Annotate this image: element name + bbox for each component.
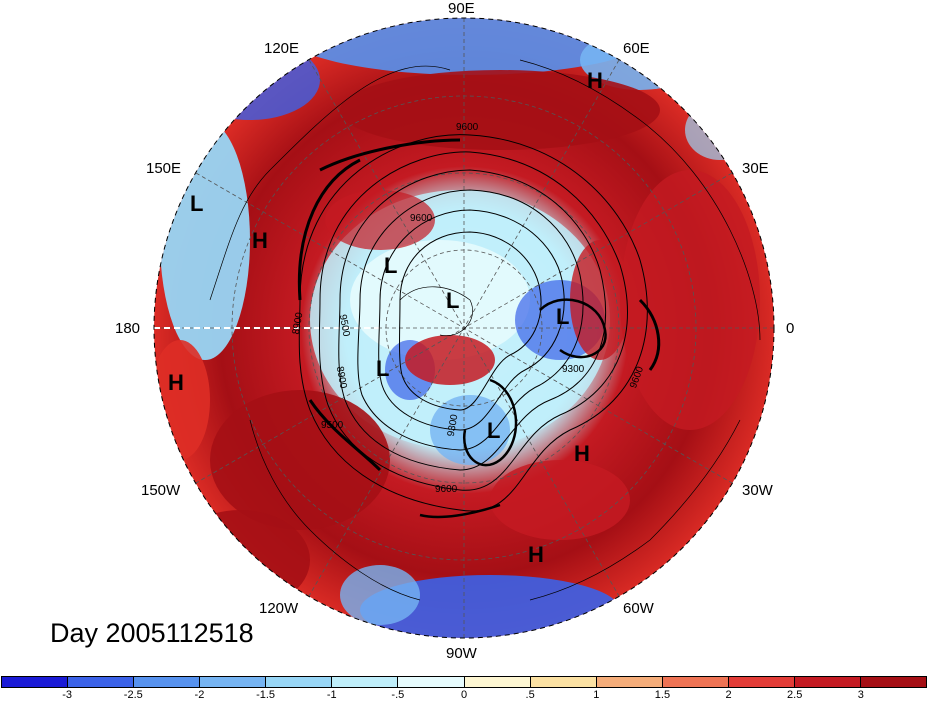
lon-label-120e: 120E	[264, 40, 300, 57]
coastlines	[209, 59, 761, 601]
colorbar-tick-label: 1.5	[654, 689, 671, 701]
colorbar-tick-label: -1.5	[256, 689, 276, 701]
colorbar	[1, 676, 927, 688]
pressure-system-low: L	[556, 304, 570, 329]
contour-label: 9600	[435, 484, 458, 495]
lon-label-120w: 120W	[259, 600, 299, 617]
colorbar-swatch	[266, 677, 333, 687]
pressure-system-high: H	[168, 370, 184, 395]
colorbar-tick-label: -2.5	[123, 689, 143, 701]
colorbar-tick-label: -2	[194, 689, 205, 701]
lon-label-30e: 30E	[742, 160, 769, 177]
colorbar-swatch	[794, 677, 862, 687]
pressure-system-low: L	[446, 288, 460, 313]
pressure-system-high: H	[252, 228, 268, 253]
lon-label-90e: 90E	[448, 0, 475, 17]
colorbar-swatch	[68, 677, 135, 687]
colorbar-swatch	[861, 677, 927, 687]
contour-label: 9300	[562, 364, 585, 375]
colorbar-swatch	[728, 677, 795, 687]
colorbar-swatch	[200, 677, 267, 687]
contour-label: 9600	[410, 213, 433, 224]
lon-label-150e: 150E	[146, 160, 182, 177]
colorbar-tick-label: 1	[593, 689, 600, 701]
lon-label-60w: 60W	[623, 600, 654, 617]
colorbar-swatch	[662, 677, 729, 687]
lon-label-0: 0	[786, 320, 795, 337]
colorbar-swatch	[596, 677, 663, 687]
lon-label-90w: 90W	[446, 645, 477, 662]
map-boundary	[153, 17, 775, 639]
height-contours	[297, 134, 661, 519]
graticule	[154, 18, 774, 638]
colorbar-swatch	[332, 677, 399, 687]
contour-label: 9600	[456, 122, 479, 133]
anomaly-field	[154, 18, 774, 638]
colorbar-swatch	[134, 677, 201, 687]
colorbar-tick-label: 2	[725, 689, 732, 701]
pressure-system-low: L	[376, 356, 390, 381]
colorbar-swatch	[464, 677, 531, 687]
pressure-system-high: H	[587, 68, 603, 93]
colorbar-tick-label: -1	[326, 689, 337, 701]
colorbar-tick-label: .5	[525, 689, 535, 701]
colorbar-tick-label: 0	[460, 689, 468, 701]
pressure-system-high: H	[528, 542, 544, 567]
lon-label-150w: 150W	[141, 482, 181, 499]
pressure-system-low: L	[384, 253, 398, 278]
lon-label-180: 180	[115, 320, 141, 337]
pressure-system-high: H	[574, 441, 590, 466]
colorbar-swatch	[2, 677, 69, 687]
colorbar-tick-label: -3	[62, 689, 73, 701]
colorbar-tick-label: 2.5	[787, 689, 803, 701]
pressure-system-low: L	[487, 418, 501, 443]
colorbar-swatch	[398, 677, 465, 687]
lon-label-30w: 30W	[742, 482, 773, 499]
colorbar-tick-label: 3	[857, 689, 864, 701]
contour-label: 9500	[321, 420, 344, 431]
date-label: Day 2005112518	[50, 618, 254, 648]
colorbar-swatch	[530, 677, 597, 687]
lon-label-60e: 60E	[623, 40, 650, 57]
pressure-system-low: L	[190, 191, 204, 216]
colorbar-tick-label: -.5	[391, 689, 405, 701]
